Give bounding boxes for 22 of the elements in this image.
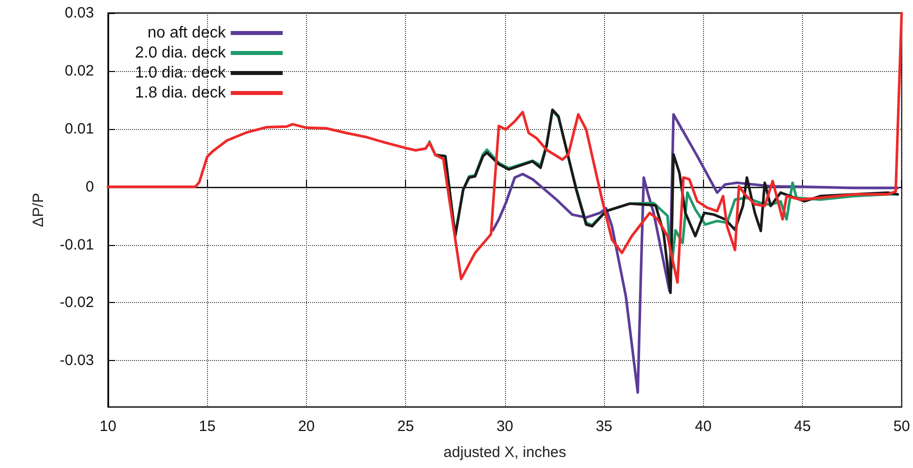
y-axis-title: ΔP/P xyxy=(30,192,47,228)
legend-label: 1.0 dia. deck xyxy=(134,64,227,82)
y-tick-label: 0.01 xyxy=(64,120,94,138)
x-axis-title: adjusted X, inches xyxy=(444,444,566,461)
x-tick-label: 35 xyxy=(596,418,612,435)
y-tick-label: 0 xyxy=(86,178,94,196)
y-tick-label: 0.02 xyxy=(64,62,94,80)
legend-label: 1.8 dia. deck xyxy=(134,84,227,102)
x-tick-label: 10 xyxy=(100,418,116,435)
y-tick-label: -0.03 xyxy=(60,352,94,370)
x-tick-label: 50 xyxy=(893,418,910,435)
x-tick-label: 15 xyxy=(198,418,216,435)
x-tick-label: 20 xyxy=(298,418,315,435)
legend-label: no aft deck xyxy=(147,24,227,42)
y-tick-label: -0.01 xyxy=(60,236,94,254)
legend-label: 2.0 dia. deck xyxy=(134,44,227,62)
x-tick-label: 30 xyxy=(496,418,514,435)
y-tick-label: -0.02 xyxy=(60,294,94,312)
x-tick-label: 45 xyxy=(794,418,811,435)
x-tick-label: 25 xyxy=(397,418,414,435)
y-tick-label: 0.03 xyxy=(64,4,94,22)
x-tick-label: 40 xyxy=(694,418,712,435)
